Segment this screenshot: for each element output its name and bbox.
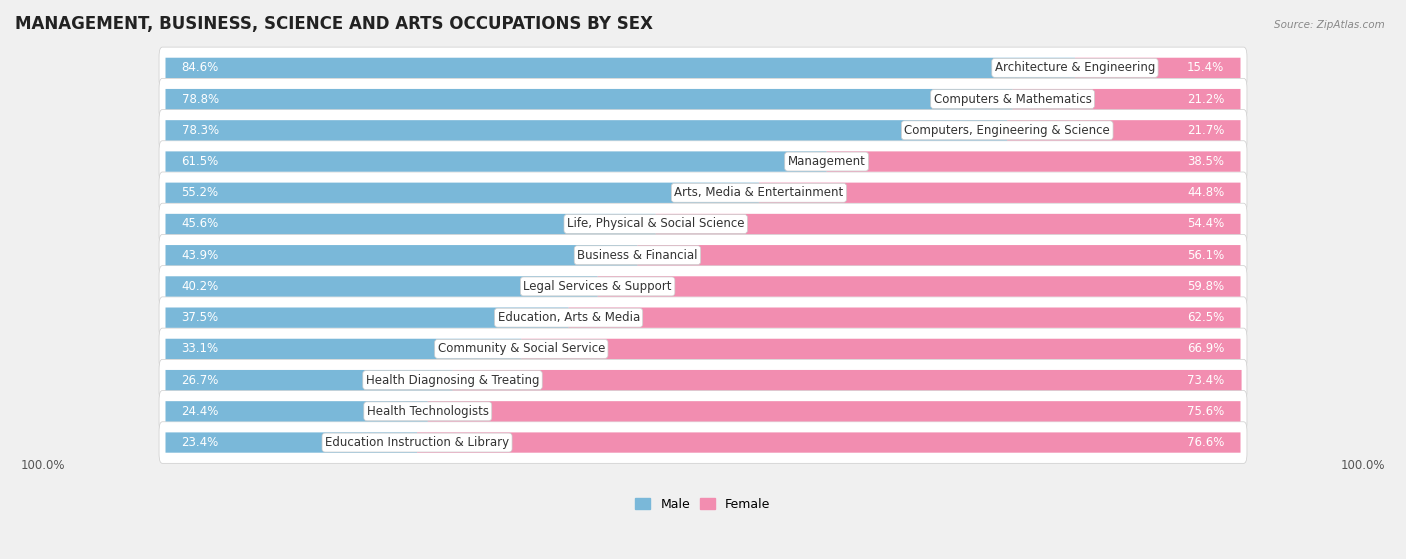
FancyBboxPatch shape [598, 276, 1240, 297]
FancyBboxPatch shape [759, 183, 1240, 203]
Legend: Male, Female: Male, Female [630, 492, 776, 516]
FancyBboxPatch shape [827, 151, 1240, 172]
FancyBboxPatch shape [159, 47, 1247, 89]
FancyBboxPatch shape [166, 370, 453, 390]
Text: 75.6%: 75.6% [1187, 405, 1225, 418]
FancyBboxPatch shape [166, 401, 427, 421]
Text: Life, Physical & Social Science: Life, Physical & Social Science [567, 217, 744, 230]
Text: Community & Social Service: Community & Social Service [437, 342, 605, 356]
Text: Arts, Media & Entertainment: Arts, Media & Entertainment [675, 186, 844, 199]
Text: Management: Management [787, 155, 866, 168]
Text: Computers & Mathematics: Computers & Mathematics [934, 93, 1091, 106]
Text: 15.4%: 15.4% [1187, 61, 1225, 74]
Text: 100.0%: 100.0% [1341, 458, 1386, 472]
Text: Architecture & Engineering: Architecture & Engineering [995, 61, 1156, 74]
Text: 73.4%: 73.4% [1187, 373, 1225, 387]
FancyBboxPatch shape [166, 214, 655, 234]
Text: 37.5%: 37.5% [181, 311, 219, 324]
FancyBboxPatch shape [522, 339, 1240, 359]
FancyBboxPatch shape [159, 110, 1247, 151]
FancyBboxPatch shape [159, 203, 1247, 245]
FancyBboxPatch shape [166, 183, 759, 203]
Text: 45.6%: 45.6% [181, 217, 219, 230]
Text: 21.7%: 21.7% [1187, 124, 1225, 137]
Text: 84.6%: 84.6% [181, 61, 219, 74]
Text: Health Technologists: Health Technologists [367, 405, 489, 418]
Text: Source: ZipAtlas.com: Source: ZipAtlas.com [1274, 20, 1385, 30]
Text: Education Instruction & Library: Education Instruction & Library [325, 436, 509, 449]
FancyBboxPatch shape [159, 297, 1247, 338]
FancyBboxPatch shape [1076, 58, 1240, 78]
Text: MANAGEMENT, BUSINESS, SCIENCE AND ARTS OCCUPATIONS BY SEX: MANAGEMENT, BUSINESS, SCIENCE AND ARTS O… [15, 15, 652, 33]
FancyBboxPatch shape [166, 151, 827, 172]
Text: 78.8%: 78.8% [181, 93, 219, 106]
Text: 44.8%: 44.8% [1187, 186, 1225, 199]
FancyBboxPatch shape [427, 401, 1240, 421]
FancyBboxPatch shape [166, 58, 1076, 78]
FancyBboxPatch shape [568, 307, 1240, 328]
Text: Legal Services & Support: Legal Services & Support [523, 280, 672, 293]
Text: Business & Financial: Business & Financial [578, 249, 697, 262]
Text: 61.5%: 61.5% [181, 155, 219, 168]
FancyBboxPatch shape [637, 245, 1240, 266]
Text: 33.1%: 33.1% [181, 342, 219, 356]
Text: 76.6%: 76.6% [1187, 436, 1225, 449]
FancyBboxPatch shape [159, 391, 1247, 432]
Text: 24.4%: 24.4% [181, 405, 219, 418]
Text: 21.2%: 21.2% [1187, 93, 1225, 106]
Text: 54.4%: 54.4% [1187, 217, 1225, 230]
FancyBboxPatch shape [159, 266, 1247, 307]
FancyBboxPatch shape [166, 89, 1012, 109]
FancyBboxPatch shape [655, 214, 1240, 234]
FancyBboxPatch shape [159, 422, 1247, 463]
FancyBboxPatch shape [453, 370, 1241, 390]
Text: 38.5%: 38.5% [1188, 155, 1225, 168]
FancyBboxPatch shape [1007, 120, 1240, 140]
Text: 43.9%: 43.9% [181, 249, 219, 262]
Text: Education, Arts & Media: Education, Arts & Media [498, 311, 640, 324]
Text: 100.0%: 100.0% [20, 458, 65, 472]
FancyBboxPatch shape [159, 328, 1247, 369]
Text: Health Diagnosing & Treating: Health Diagnosing & Treating [366, 373, 540, 387]
FancyBboxPatch shape [159, 172, 1247, 214]
Text: 40.2%: 40.2% [181, 280, 219, 293]
Text: 23.4%: 23.4% [181, 436, 219, 449]
Text: 59.8%: 59.8% [1187, 280, 1225, 293]
FancyBboxPatch shape [1012, 89, 1240, 109]
FancyBboxPatch shape [159, 359, 1247, 401]
Text: 26.7%: 26.7% [181, 373, 219, 387]
FancyBboxPatch shape [166, 120, 1007, 140]
FancyBboxPatch shape [159, 78, 1247, 120]
Text: 78.3%: 78.3% [181, 124, 219, 137]
Text: 66.9%: 66.9% [1187, 342, 1225, 356]
FancyBboxPatch shape [166, 276, 598, 297]
FancyBboxPatch shape [418, 433, 1240, 453]
Text: 55.2%: 55.2% [181, 186, 219, 199]
Text: Computers, Engineering & Science: Computers, Engineering & Science [904, 124, 1111, 137]
FancyBboxPatch shape [159, 141, 1247, 182]
FancyBboxPatch shape [166, 339, 522, 359]
FancyBboxPatch shape [166, 245, 637, 266]
FancyBboxPatch shape [166, 307, 568, 328]
FancyBboxPatch shape [159, 234, 1247, 276]
Text: 56.1%: 56.1% [1187, 249, 1225, 262]
Text: 62.5%: 62.5% [1187, 311, 1225, 324]
FancyBboxPatch shape [166, 433, 418, 453]
